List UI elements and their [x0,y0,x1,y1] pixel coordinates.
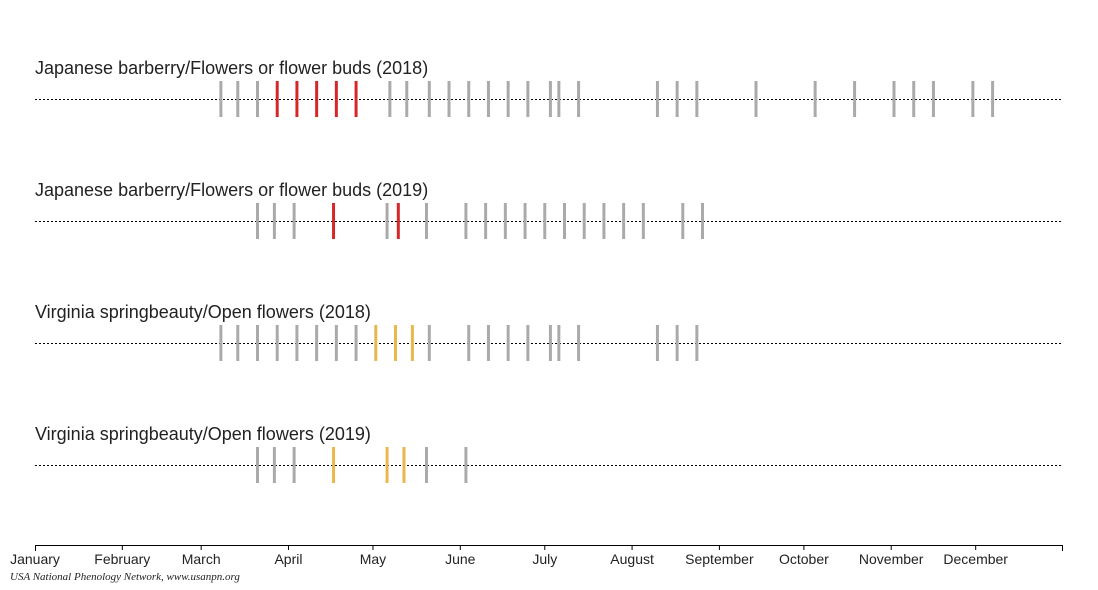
timeline-rows: Japanese barberry/Flowers or flower buds… [35,58,1063,483]
month-label: March [182,551,221,567]
month-label: September [685,551,754,567]
timeline-row: Virginia springbeauty/Open flowers (2018… [35,302,1063,361]
source-credit: USA National Phenology Network, www.usan… [10,571,240,583]
month-label: October [779,551,829,567]
row-title: Japanese barberry/Flowers or flower buds… [35,180,428,200]
month-label: February [94,551,150,567]
row-title: Japanese barberry/Flowers or flower buds… [35,58,428,78]
month-label: July [532,551,557,567]
month-label: November [859,551,924,567]
month-label: May [360,551,386,567]
month-label: December [943,551,1008,567]
timeline-row: Japanese barberry/Flowers or flower buds… [35,180,1063,239]
month-label: June [445,551,476,567]
month-label: April [274,551,302,567]
month-label: January [10,551,60,567]
row-title: Virginia springbeauty/Open flowers (2019… [35,424,371,444]
timeline-row: Japanese barberry/Flowers or flower buds… [35,58,1063,117]
timeline-row: Virginia springbeauty/Open flowers (2019… [35,424,1063,483]
month-label: August [610,551,654,567]
x-axis-ticks: January February March April May June July Augu… [10,545,1063,567]
x-axis: January February March April May June July Augu… [10,545,1063,567]
row-title: Virginia springbeauty/Open flowers (2018… [35,302,371,322]
